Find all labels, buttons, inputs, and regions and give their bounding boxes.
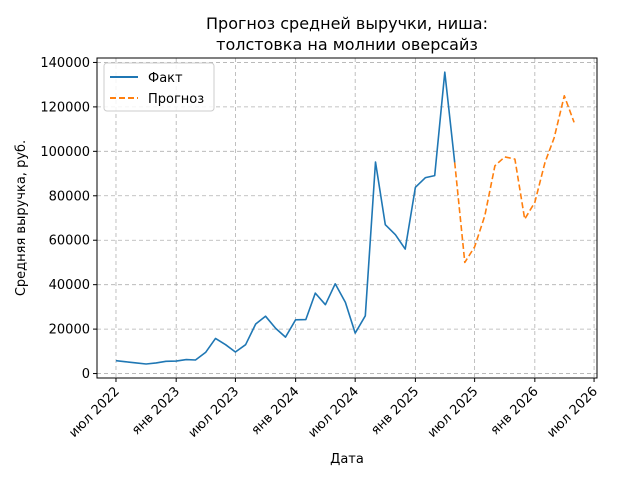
series-line-fact: [115, 71, 456, 365]
x-tick-label: янв 2023: [129, 384, 183, 438]
y-axis-ticks: 0 20000 40000 60000 80000 100000 120000 140000: [40, 56, 97, 382]
y-tick-label: 100000: [40, 145, 90, 160]
y-tick-label: 140000: [40, 56, 90, 71]
x-tick-label: июл 2026: [544, 384, 601, 441]
y-tick-label: 80000: [49, 189, 90, 204]
y-tick-label: 40000: [49, 278, 90, 293]
y-axis-label: Средняя выручка, руб.: [14, 140, 29, 296]
grid: [97, 58, 597, 378]
x-tick-label: янв 2026: [488, 384, 542, 438]
plot-series: [115, 71, 575, 365]
plot-frame: [96, 57, 598, 379]
x-tick-label: янв 2024: [249, 384, 303, 438]
y-tick-label: 60000: [49, 234, 90, 249]
chart-title-line-2: толстовка на молнии оверсайз: [216, 35, 478, 54]
x-axis-ticks: июл 2022 янв 2023 июл 2023 янв 2024 июл 2024…: [66, 378, 601, 441]
y-tick-label: 120000: [40, 100, 90, 115]
x-tick-label: июл 2023: [186, 384, 243, 441]
x-axis-label: Дата: [330, 452, 364, 467]
y-tick-label: 0: [82, 367, 90, 382]
chart-title-line-1: Прогноз средней выручки, ниша:: [206, 14, 488, 33]
y-tick-label: 20000: [49, 323, 90, 338]
legend-label-forecast: Прогноз: [148, 92, 204, 107]
legend: Факт Прогноз: [103, 62, 215, 112]
x-tick-label: янв 2025: [368, 384, 422, 438]
legend-label-fact: Факт: [148, 71, 183, 86]
x-tick-label: июл 2022: [66, 384, 123, 441]
x-tick-label: июл 2024: [305, 384, 362, 441]
series-line-forecast: [453, 95, 575, 264]
x-tick-label: июл 2025: [425, 384, 482, 441]
